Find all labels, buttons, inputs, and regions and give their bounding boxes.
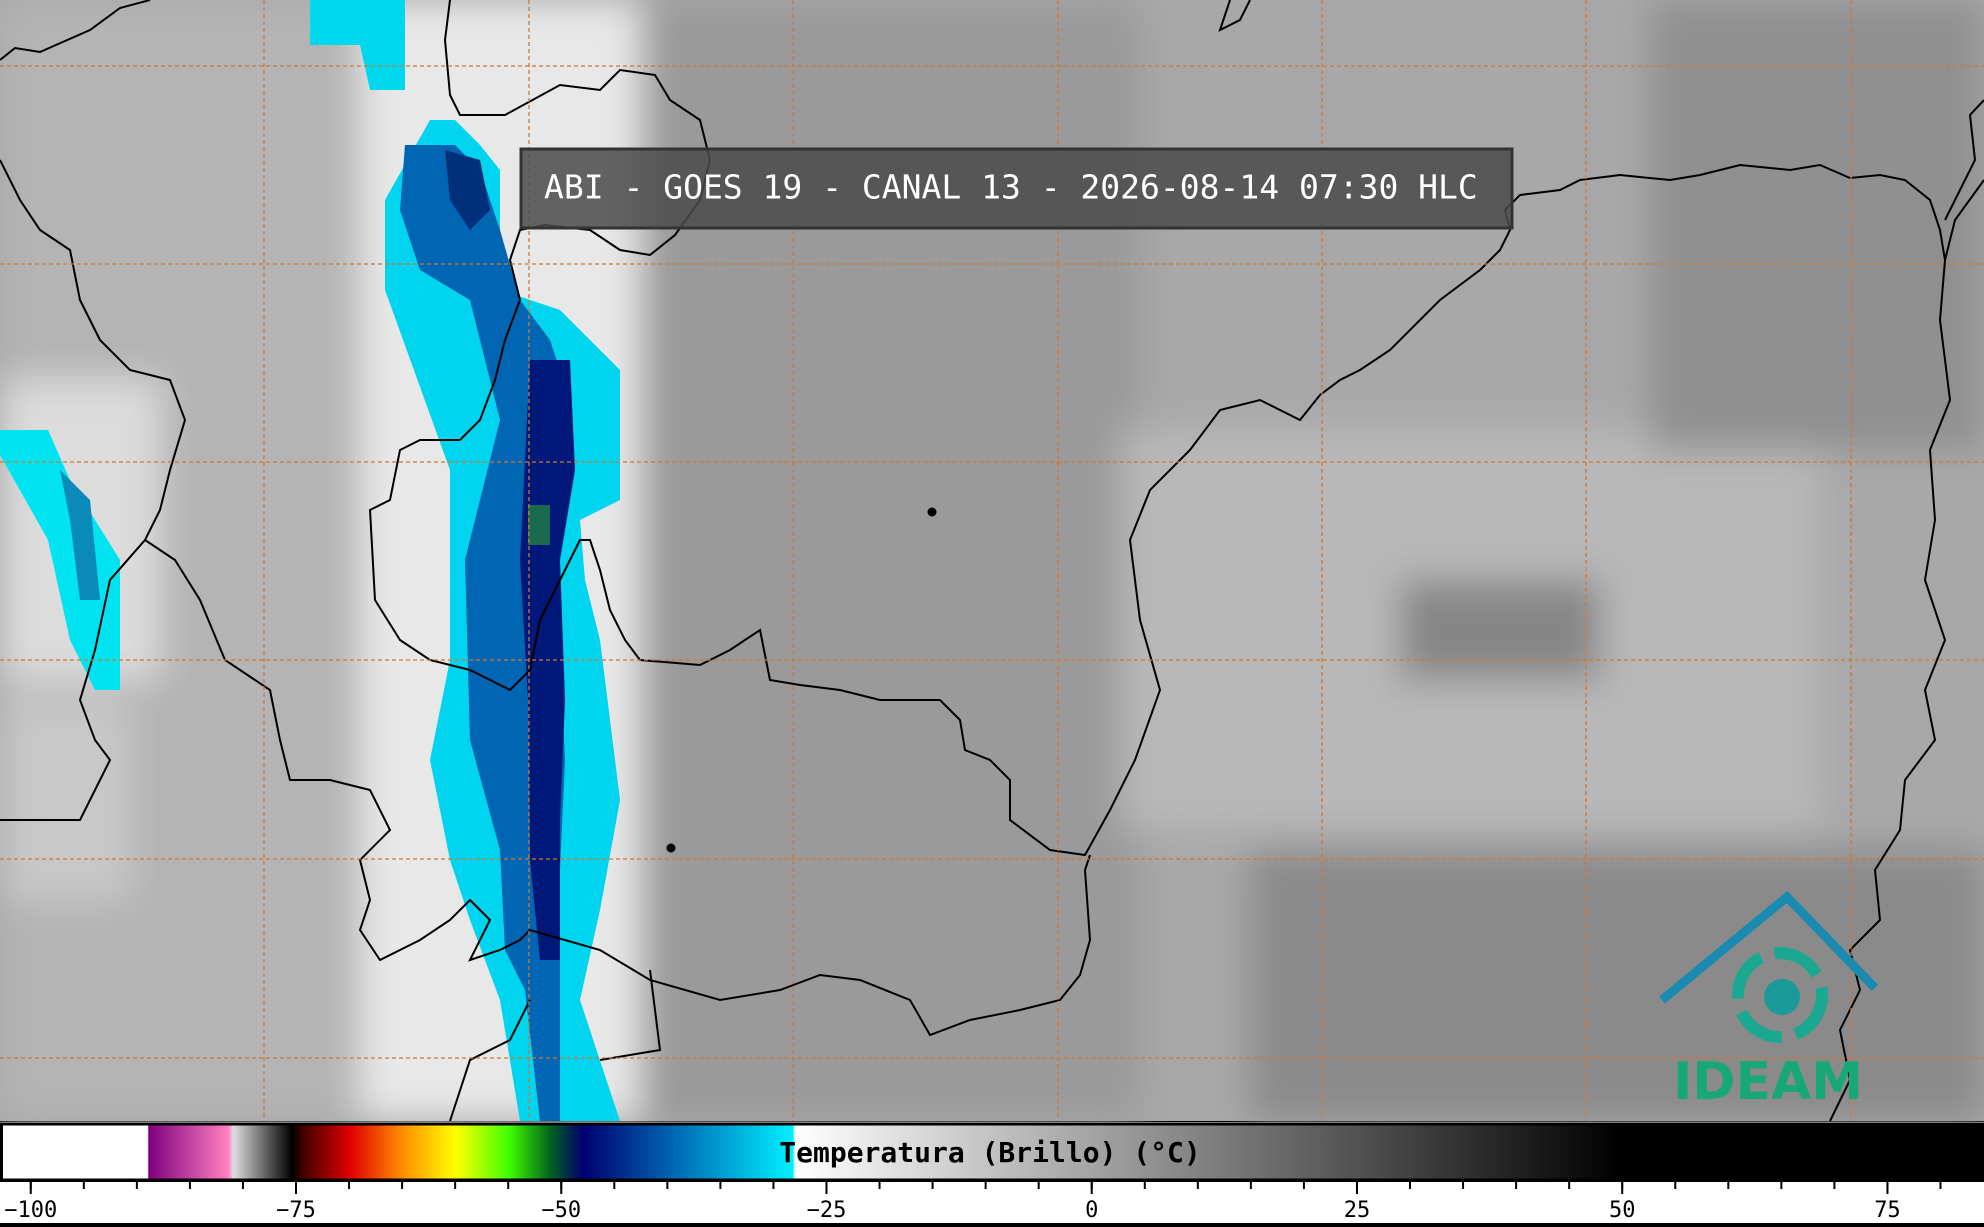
- tick-label: −75: [276, 1198, 316, 1223]
- city-marker: [666, 843, 676, 853]
- logo-text: IDEAM: [1673, 1052, 1863, 1112]
- tick-label: 75: [1874, 1198, 1901, 1223]
- colorbar-label: Temperatura (Brillo) (°C): [779, 1136, 1200, 1169]
- tick-label: −50: [541, 1198, 581, 1223]
- tick-label: −100: [4, 1198, 57, 1223]
- tick-label: 50: [1609, 1198, 1636, 1223]
- colorbar-gradient: [0, 1122, 1984, 1182]
- logo: IDEAM: [1659, 890, 1879, 1112]
- tick-label: −25: [807, 1198, 847, 1223]
- lat-lon-grid: [0, 0, 1984, 1121]
- title-box: ABI - GOES 19 - CANAL 13 - 2026-08-14 07…: [519, 147, 1514, 230]
- tick-label: 25: [1344, 1198, 1371, 1223]
- colorbar: Temperatura (Brillo) (°C) −100 −75 −50 −25 0…: [0, 1122, 1984, 1223]
- title: ABI - GOES 19 - CANAL 13 - 2026-08-14 07…: [544, 168, 1478, 207]
- tick-label: 0: [1085, 1198, 1098, 1223]
- city-marker: [927, 507, 937, 517]
- borders: [0, 0, 1984, 1122]
